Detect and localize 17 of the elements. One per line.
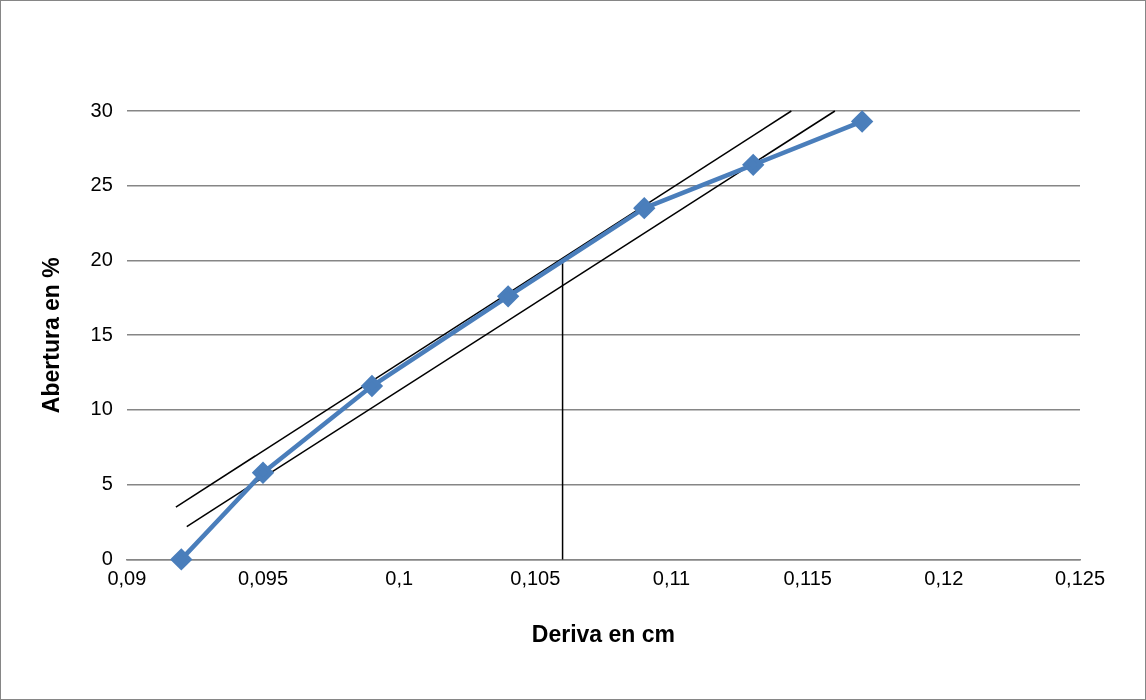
x-tick-label: 0,11	[652, 566, 691, 589]
x-tick-label: 0,125	[1054, 566, 1106, 589]
y-tick-label: 10	[90, 397, 113, 420]
y-tick-label: 5	[101, 472, 113, 495]
y-tick-label: 20	[90, 247, 113, 270]
y-tick-label: 25	[90, 173, 113, 196]
y-axis-title: Abertura en %	[38, 257, 65, 414]
x-tick-label: 0,09	[107, 566, 147, 589]
x-tick-label: 0,1	[385, 566, 414, 589]
y-tick-label: 0	[101, 546, 113, 569]
x-tick-label: 0,105	[510, 566, 561, 589]
x-tick-label: 0,115	[783, 566, 832, 589]
y-tick-label: 30	[90, 98, 113, 121]
x-tick-label: 0,12	[924, 566, 964, 589]
x-tick-label: 0,095	[237, 566, 289, 589]
y-tick-label: 15	[90, 322, 113, 345]
x-axis-title: Deriva en cm	[531, 620, 676, 647]
